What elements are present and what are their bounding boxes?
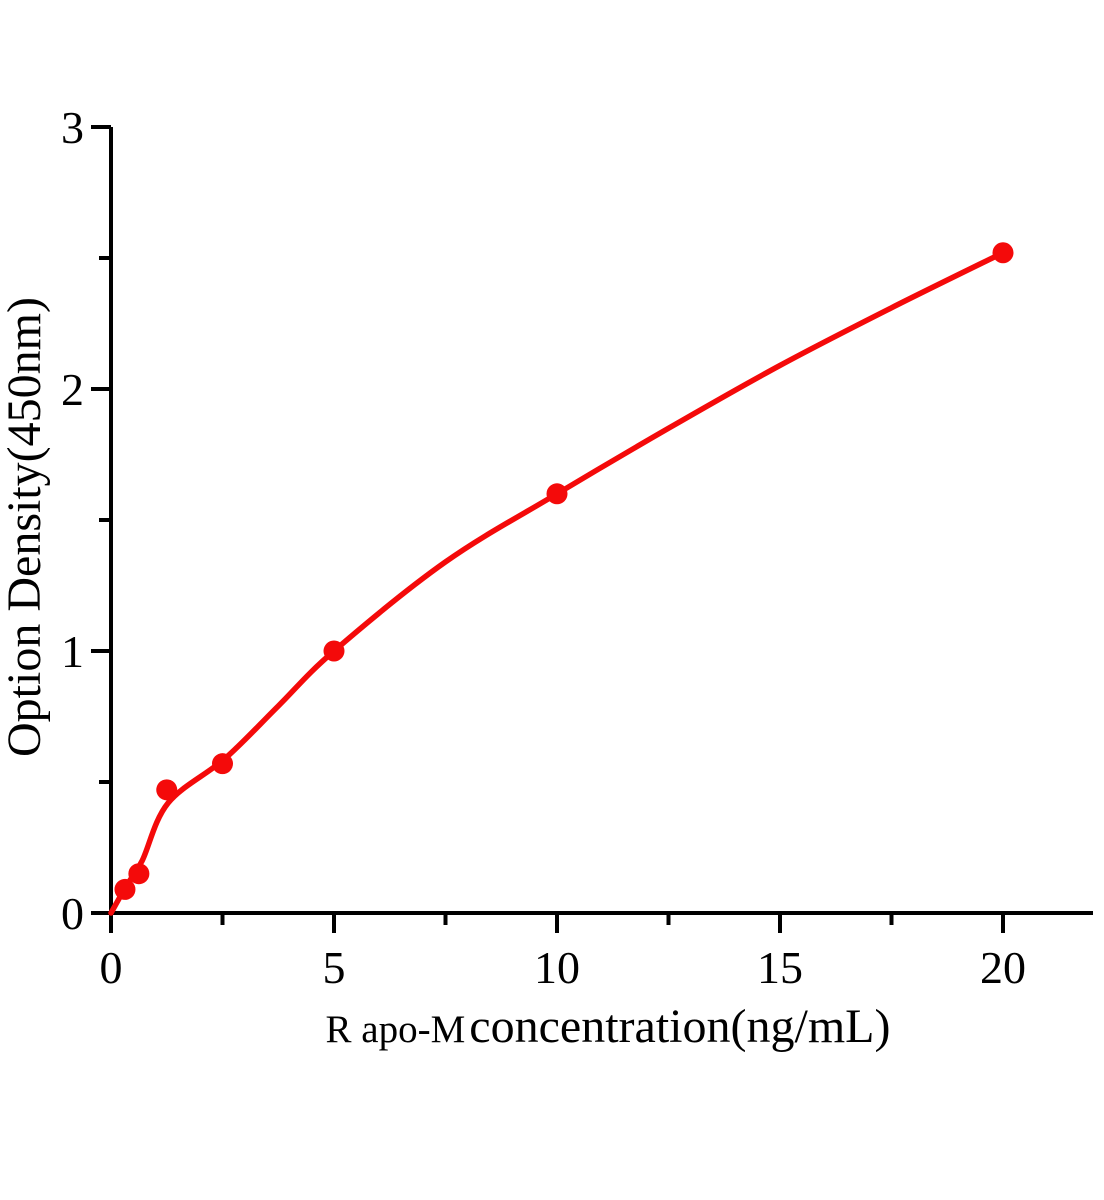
data-point (156, 779, 178, 801)
x-axis-title-main: concentration(ng/mL) (469, 1000, 890, 1053)
data-point (114, 878, 136, 900)
x-tick-label: 20 (980, 942, 1026, 993)
y-tick-label: 0 (61, 888, 84, 939)
x-tick-label: 5 (323, 942, 346, 993)
x-axis-title-prefix: R apo-M (326, 1008, 466, 1051)
x-tick-label: 15 (757, 942, 803, 993)
y-tick-label: 1 (61, 626, 84, 677)
data-point (212, 753, 233, 775)
data-point (323, 640, 345, 662)
y-tick-label: 3 (61, 102, 84, 153)
x-tick-label: 10 (534, 942, 580, 993)
fit-curve (108, 250, 1006, 916)
data-point (992, 242, 1014, 264)
data-point (128, 863, 150, 885)
axes: 0 5 10 15 20 0 1 2 3 (61, 102, 1093, 993)
y-axis-title: Option Density(450nm) (0, 297, 51, 757)
y-tick-label: 2 (61, 364, 84, 415)
data-series (108, 242, 1014, 916)
data-point (546, 483, 568, 505)
x-axis-title: R apo-M concentration(ng/mL) (326, 1000, 891, 1053)
x-tick-label: 0 (100, 942, 123, 993)
